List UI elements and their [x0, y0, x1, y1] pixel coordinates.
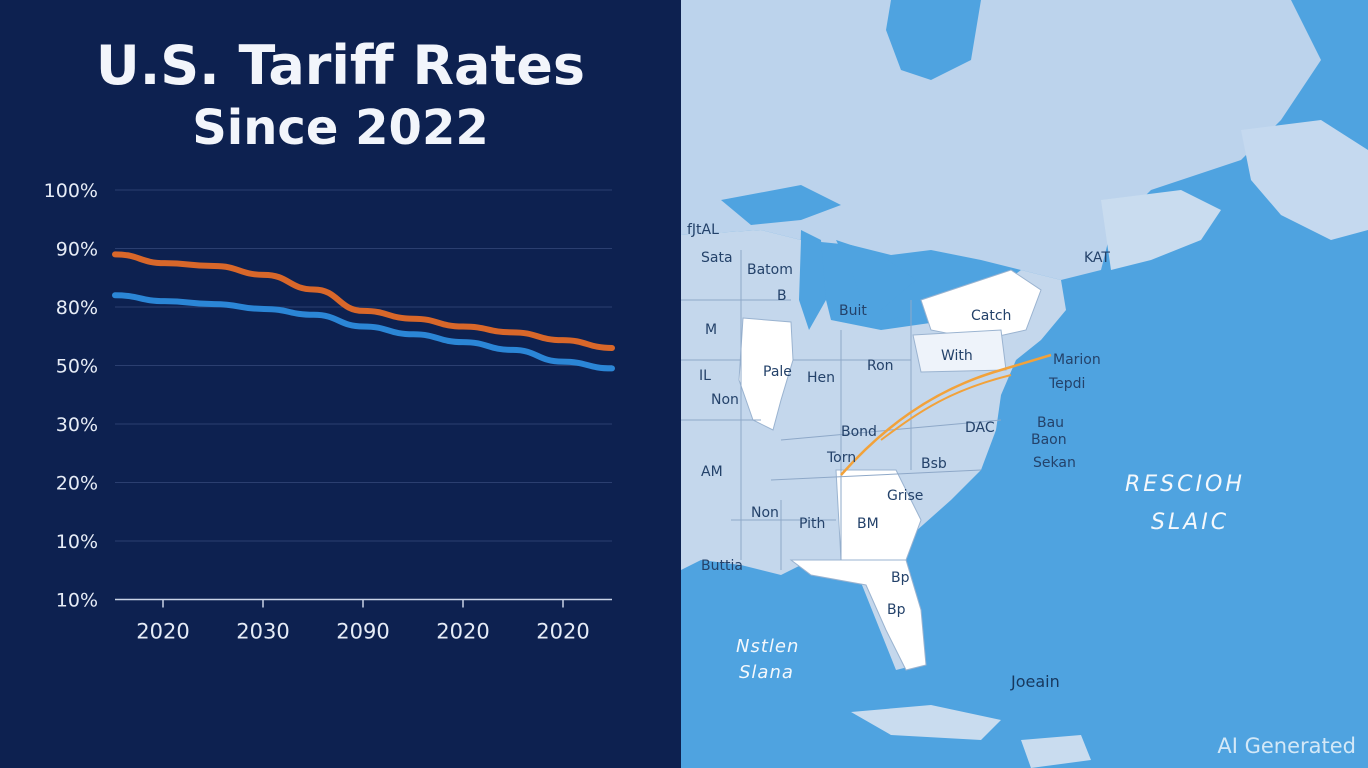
- map-place-label: Tepdi: [1049, 376, 1086, 392]
- map-place-label: DAC: [965, 420, 995, 436]
- y-tick-label: 20%: [56, 473, 98, 495]
- y-tick-label: 10%: [56, 590, 98, 612]
- map-place-label: Pith: [799, 516, 826, 532]
- x-tick-label: 2090: [336, 620, 389, 644]
- ocean-label-1: RESCIOH: [1125, 472, 1245, 497]
- ocean-label-4: Slana: [739, 662, 794, 683]
- lake-huron: [836, 240, 916, 310]
- map-place-label: AM: [701, 464, 723, 480]
- x-tick-label: 2020: [136, 620, 189, 644]
- y-tick-label: 80%: [56, 297, 98, 319]
- trade-route-2: [880, 374, 1012, 441]
- map-place-label: Bp: [887, 602, 906, 618]
- map-place-label: Sekan: [1033, 455, 1076, 471]
- chart-subtitle: Since 2022: [192, 100, 489, 156]
- series-line-orange: [112, 251, 615, 351]
- great-lakes: [721, 185, 841, 225]
- map-place-label: KAT: [1084, 250, 1110, 266]
- state-borders: [681, 250, 1002, 570]
- y-tick-label: 50%: [56, 356, 98, 378]
- map-place-label: Buttia: [701, 558, 743, 574]
- series-line-blue: [112, 292, 615, 372]
- x-tick-label: 2020: [536, 620, 589, 644]
- map-place-label: Bp: [891, 570, 910, 586]
- map-place-label: fJtAL: [687, 222, 719, 238]
- map-place-label: BM: [857, 516, 879, 532]
- ocean-label-5: Joeain: [1011, 672, 1060, 691]
- landmass-canada: [681, 0, 1321, 280]
- map-place-label: M: [705, 322, 718, 338]
- map-panel: RESCIOH SLAIC Nstlen Slana Joeain fJtAL S…: [681, 0, 1368, 768]
- map-place-label: Torn: [827, 450, 857, 466]
- lake-michigan: [799, 230, 826, 330]
- ocean-label-3: Nstlen: [736, 636, 800, 657]
- map-place-label: Marion: [1053, 352, 1101, 368]
- x-tick-label: 2030: [236, 620, 289, 644]
- y-tick-label: 100%: [44, 180, 98, 202]
- y-tick-label: 90%: [56, 239, 98, 261]
- chart-title: U.S. Tariff Rates: [95, 34, 586, 97]
- landmass-cuba: [851, 705, 1001, 740]
- map-place-label: Hen: [807, 370, 836, 386]
- state-pennsylvania: [912, 329, 1007, 373]
- map: [681, 0, 1368, 768]
- hudson-bay: [886, 0, 981, 80]
- map-place-label: Bau: [1037, 415, 1065, 431]
- state-florida: [789, 559, 927, 671]
- map-place-label: B: [777, 288, 787, 304]
- map-place-label: With: [941, 348, 973, 364]
- trade-route: [840, 353, 1052, 476]
- landmass-hispaniola: [1021, 735, 1091, 768]
- ocean-label-2: SLAIC: [1151, 510, 1230, 535]
- x-tick-label: 2020: [436, 620, 489, 644]
- map-place-label: Baon: [1031, 432, 1067, 448]
- state-georgia: [835, 469, 922, 561]
- line-chart: 100% 90% 80% 50% 30% 20% 10% 10% 2020 2030 2090 202…: [44, 180, 615, 644]
- y-tick-label: 10%: [56, 531, 98, 553]
- map-place-label: Sata: [701, 250, 733, 266]
- map-place-label: Batom: [747, 262, 793, 278]
- map-place-label: Non: [711, 392, 739, 408]
- ai-generated-watermark: AI Generated: [1217, 734, 1356, 758]
- chart-panel: U.S. Tariff Rates Since 2022 100% 90% 80% 5…: [0, 0, 681, 768]
- map-place-label: Bond: [841, 424, 877, 440]
- map-place-label: IL: [699, 368, 711, 384]
- y-tick-label: 30%: [56, 414, 98, 436]
- map-place-label: Ron: [867, 358, 894, 374]
- map-place-label: Bsb: [921, 456, 947, 472]
- map-place-label: Grise: [887, 488, 924, 504]
- map-place-label: Pale: [763, 364, 792, 380]
- state-newyork: [920, 269, 1042, 341]
- landmass-newfoundland: [1241, 120, 1368, 240]
- landmass-maritimes: [1101, 190, 1221, 270]
- map-place-label: Buit: [839, 303, 867, 319]
- map-place-label: Catch: [971, 308, 1012, 324]
- map-place-label: Non: [751, 505, 779, 521]
